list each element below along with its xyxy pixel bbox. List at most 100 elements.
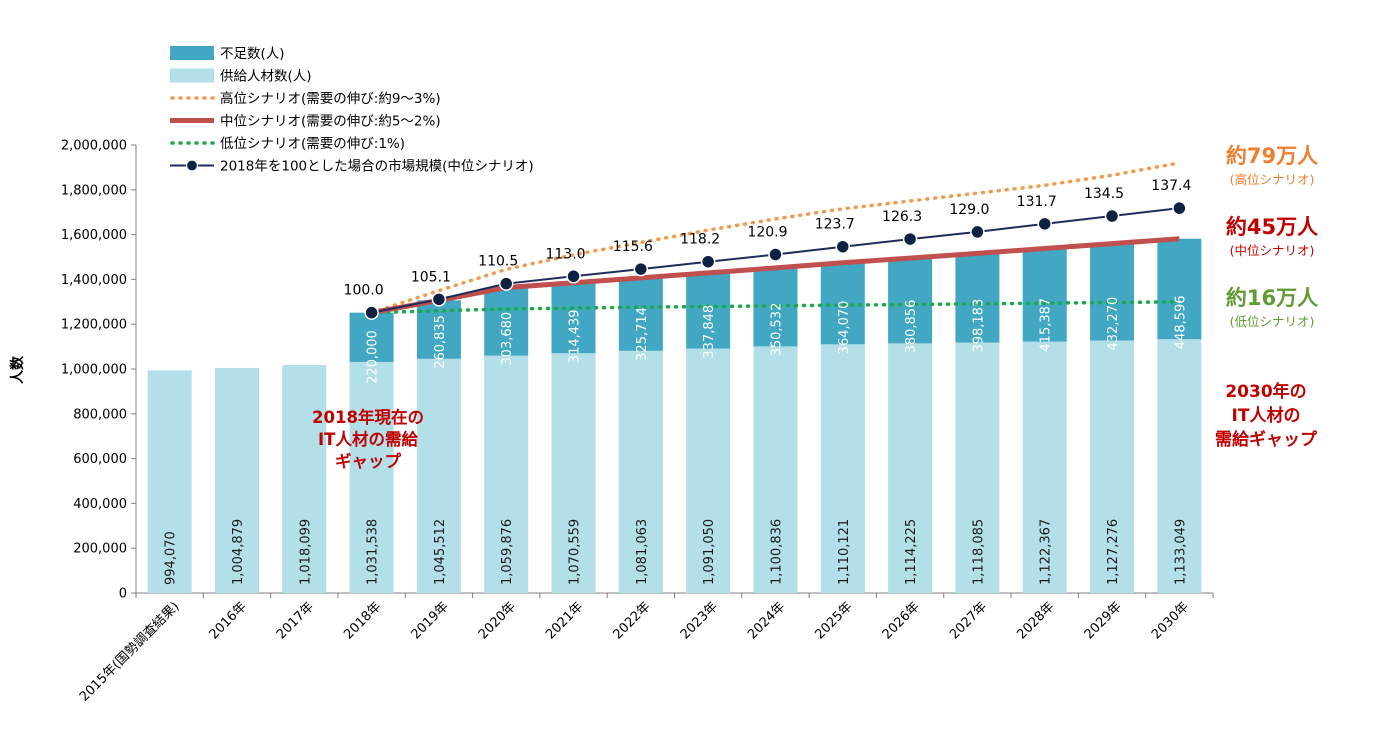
market-size-label: 110.5 bbox=[478, 254, 518, 270]
market-size-marker bbox=[1037, 216, 1052, 232]
x-tick-label: 2025年 bbox=[812, 599, 855, 642]
x-tick-label: 2015年(国勢調査結果) bbox=[77, 599, 183, 705]
market-size-label: 137.4 bbox=[1151, 178, 1191, 194]
y-tick-label: 1,000,000 bbox=[61, 363, 127, 378]
y-tick-label: 1,600,000 bbox=[61, 228, 127, 243]
shortage-value-label: 448,596 bbox=[1173, 295, 1188, 349]
supply-value-label: 1,127,276 bbox=[1106, 519, 1121, 585]
market-size-marker bbox=[431, 292, 447, 307]
shortage-bar bbox=[618, 277, 663, 351]
shortage-value-label: 350,532 bbox=[769, 303, 784, 357]
y-tick-label: 600,000 bbox=[73, 452, 127, 467]
scenario-gap-callout: 約16万人 bbox=[1226, 286, 1318, 310]
market-size-label: 100.0 bbox=[344, 283, 384, 299]
y-tick-label: 1,200,000 bbox=[61, 318, 127, 333]
supply-bar bbox=[753, 346, 798, 593]
x-tick-label: 2022年 bbox=[610, 599, 653, 642]
supply-value-label: 1,133,049 bbox=[1173, 519, 1188, 585]
supply-bar bbox=[416, 358, 461, 593]
shortage-value-label: 398,183 bbox=[971, 299, 986, 353]
x-tick-label: 2018年 bbox=[341, 599, 384, 642]
shortage-value-label: 303,680 bbox=[500, 312, 515, 366]
y-tick-label: 200,000 bbox=[73, 542, 127, 557]
market-size-label: 118.2 bbox=[680, 232, 720, 248]
gap-2030-callout-line: 需給ギャップ bbox=[1215, 429, 1318, 450]
legend-swatch bbox=[170, 46, 214, 60]
shortage-bar bbox=[753, 267, 798, 347]
bars bbox=[147, 238, 1202, 593]
market-size-label: 126.3 bbox=[882, 209, 922, 225]
supply-value-label: 1,070,559 bbox=[568, 519, 583, 585]
shortage-value-label: 380,856 bbox=[904, 300, 919, 354]
legend-label: 低位シナリオ(需要の伸び:1%) bbox=[220, 136, 405, 152]
low-scenario-line bbox=[369, 300, 1182, 315]
x-tick-label: 2019年 bbox=[409, 599, 452, 642]
market-size-marker bbox=[498, 276, 514, 291]
data-labels: 994,070 1,004,879 1,018,099 1,031,538 220,00… bbox=[164, 178, 1192, 585]
supply-bar bbox=[349, 361, 394, 593]
gap-2030-callout-line: 2030年の bbox=[1225, 381, 1306, 402]
supply-value-label: 1,031,538 bbox=[366, 519, 381, 585]
supply-bar bbox=[618, 350, 663, 593]
y-tick-label: 400,000 bbox=[73, 497, 127, 512]
legend-label: 2018年を100とした場合の市場規模(中位シナリオ) bbox=[220, 158, 534, 175]
y-tick-label: 1,800,000 bbox=[61, 183, 127, 198]
gap-2018-callout-line: ギャップ bbox=[335, 451, 402, 471]
market-size-label: 105.1 bbox=[411, 269, 451, 285]
supply-value-label: 1,059,876 bbox=[500, 519, 515, 585]
lines bbox=[364, 161, 1187, 320]
shortage-value-label: 325,714 bbox=[635, 307, 650, 361]
market-size-marker bbox=[364, 305, 379, 320]
supply-bar bbox=[214, 367, 259, 593]
supply-value-label: 1,110,121 bbox=[837, 519, 852, 585]
supply-bar bbox=[1157, 339, 1202, 593]
supply-bar bbox=[484, 355, 529, 593]
legend: 不足数(人) 供給人材数(人) 高位シナリオ(需要の伸び:約9～3%) 中位シナリオ(… bbox=[170, 46, 534, 175]
market-size-label: 131.7 bbox=[1017, 194, 1057, 210]
high-scenario-line bbox=[369, 161, 1182, 315]
x-tick-label: 2017年 bbox=[274, 599, 317, 642]
supply-bar bbox=[147, 370, 192, 593]
shortage-value-label: 364,070 bbox=[837, 301, 852, 355]
x-tick-label: 2026年 bbox=[880, 599, 923, 642]
scenario-gap-callout: 約45万人 bbox=[1226, 215, 1318, 239]
y-tick-label: 800,000 bbox=[73, 407, 127, 422]
shortage-bar bbox=[1157, 238, 1202, 340]
x-tick-label: 2029年 bbox=[1082, 599, 1125, 642]
shortage-value-label: 314,439 bbox=[568, 309, 583, 363]
legend-label: 高位シナリオ(需要の伸び:約9～3%) bbox=[220, 90, 441, 107]
market-size-marker bbox=[768, 247, 783, 262]
supply-value-label: 1,091,050 bbox=[702, 519, 717, 585]
supply-value-label: 1,122,367 bbox=[1039, 519, 1054, 585]
x-tick-label: 2028年 bbox=[1014, 599, 1057, 642]
legend-swatch bbox=[170, 68, 214, 83]
market-size-label: 129.0 bbox=[949, 202, 989, 218]
x-tick-label: 2024年 bbox=[745, 599, 788, 642]
supply-value-label: 1,018,099 bbox=[298, 519, 313, 585]
market-size-marker bbox=[1104, 208, 1120, 224]
shortage-value-label: 337,848 bbox=[702, 305, 717, 359]
shortage-bar bbox=[686, 272, 731, 349]
gap-2018-callout-line: IT人材の需給 bbox=[318, 429, 418, 449]
y-tick-label: 1,400,000 bbox=[61, 273, 127, 288]
y-tick-label: 2,000,000 bbox=[61, 139, 127, 154]
supply-bar bbox=[820, 344, 865, 593]
shortage-bar bbox=[551, 282, 596, 354]
legend-label: 中位シナリオ(需要の伸び:約5～2%) bbox=[220, 114, 441, 130]
market-size-label: 123.7 bbox=[815, 217, 855, 233]
supply-bar bbox=[1022, 341, 1067, 593]
market-size-marker bbox=[902, 231, 918, 247]
supply-value-label: 1,045,512 bbox=[433, 519, 448, 585]
supply-bar bbox=[955, 342, 1000, 593]
y-tick-label: 0 bbox=[119, 587, 127, 602]
scenario-gap-sublabel: (高位シナリオ) bbox=[1230, 172, 1315, 187]
legend-label: 不足数(人) bbox=[220, 46, 285, 62]
x-tick-label: 2023年 bbox=[678, 599, 721, 642]
market-size-marker bbox=[700, 254, 716, 269]
scenario-gap-sublabel: (低位シナリオ) bbox=[1230, 314, 1315, 329]
scenario-gap-sublabel: (中位シナリオ) bbox=[1230, 243, 1315, 258]
shortage-bar bbox=[1090, 243, 1135, 341]
supply-bar bbox=[686, 348, 731, 593]
supply-value-label: 1,118,085 bbox=[971, 519, 986, 585]
x-tick-label: 2030年 bbox=[1149, 599, 1192, 642]
